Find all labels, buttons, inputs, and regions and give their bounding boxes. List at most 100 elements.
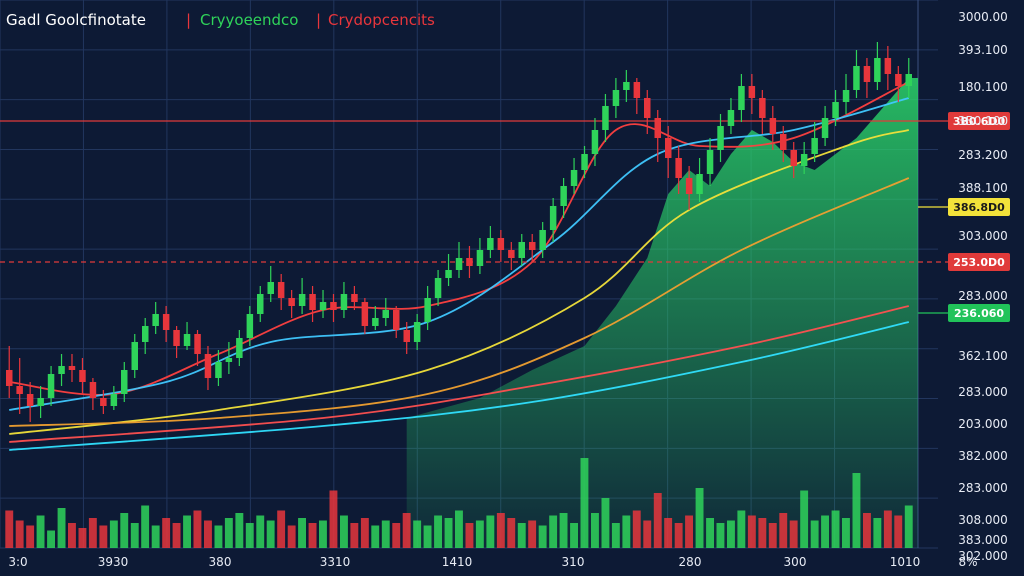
candles — [6, 42, 912, 422]
candle-body — [549, 206, 557, 230]
volume-bar — [465, 523, 474, 548]
candle-body — [466, 258, 473, 266]
volume-bar — [706, 518, 714, 548]
candle-body — [37, 398, 44, 406]
volume-bar — [172, 523, 181, 548]
candle-body — [319, 302, 327, 310]
candle-body — [717, 126, 724, 150]
x-axis-tick-label: 3:0 — [8, 555, 27, 569]
candle-body — [58, 366, 65, 374]
candle-body — [612, 90, 620, 106]
volume-bar — [423, 525, 432, 548]
volume-bar — [360, 518, 369, 548]
candle-body — [68, 366, 76, 370]
candle-body — [529, 242, 536, 250]
volume-bar — [162, 518, 171, 548]
volume-bar — [570, 523, 578, 548]
volume-bar — [842, 518, 850, 548]
candle-body — [47, 374, 55, 398]
volume-bar — [904, 505, 913, 548]
volume-bar — [99, 525, 108, 548]
volume-bar — [831, 510, 840, 548]
volume-bar — [413, 520, 422, 548]
y-axis-tick-label: 283.000 — [958, 385, 1008, 399]
y-axis-tick-label: 382.000 — [958, 449, 1008, 463]
candle-body — [591, 130, 599, 154]
volume-bar — [758, 518, 767, 548]
candle-body — [225, 358, 233, 362]
volume-bar — [591, 513, 599, 548]
volume-bar — [381, 520, 390, 548]
candle-body — [6, 370, 13, 386]
volume-bar — [622, 515, 631, 548]
candle-body — [455, 258, 463, 270]
volume-bar — [685, 515, 693, 548]
volume-bar — [68, 523, 76, 548]
volume-bar — [559, 513, 568, 548]
moving-average-lines — [9, 81, 910, 451]
volume-bar — [78, 528, 87, 548]
candle-body — [309, 294, 316, 310]
candle-body — [832, 102, 839, 118]
candle-body — [759, 98, 766, 118]
candle-body — [194, 334, 201, 354]
volume-bar — [768, 523, 777, 548]
candle-body — [424, 298, 431, 322]
candle-body — [100, 398, 107, 406]
volume-bar — [779, 513, 788, 548]
volume-bar — [716, 523, 725, 548]
moving-average-yellow — [9, 129, 910, 435]
candle-body — [644, 98, 651, 118]
volume-bar — [538, 525, 547, 548]
price-tag-box — [948, 253, 1010, 271]
candle-body — [403, 330, 410, 342]
candle-body — [790, 150, 797, 166]
candle-body — [16, 386, 23, 394]
volume-bar — [727, 520, 735, 548]
candle-body — [372, 318, 379, 326]
candle-body — [246, 314, 254, 338]
area-series — [406, 78, 918, 548]
volume-bar — [894, 515, 903, 548]
volume-bar — [88, 518, 97, 548]
y-axis-tick-label: 302.000 — [958, 549, 1008, 563]
y-axis-tick-label: 283.000 — [958, 481, 1008, 495]
candle-body — [706, 150, 714, 174]
volume-bar — [36, 515, 45, 548]
volume-bar — [517, 523, 526, 548]
y-axis-tick-label: 393.100 — [958, 43, 1008, 57]
header-separator: | — [316, 11, 321, 29]
volume-bar — [507, 518, 516, 548]
candle-body — [895, 74, 902, 86]
moving-average-long-red — [9, 305, 910, 443]
volume-bar — [737, 510, 746, 548]
candle-body — [152, 314, 159, 326]
volume-bar — [277, 510, 286, 548]
chart-header: Gadl Goolcfinotate | Cryyoeendco | Crydo… — [6, 11, 435, 29]
candle-body — [121, 370, 128, 394]
volume-bar — [789, 520, 798, 548]
volume-bar — [266, 520, 275, 548]
candle-body — [539, 230, 546, 250]
volume-bar — [235, 513, 244, 548]
volume-bar — [601, 498, 610, 548]
volume-bar — [653, 493, 662, 548]
chart-title: Gadl Goolcfinotate — [6, 11, 146, 29]
volume-bar — [611, 523, 620, 548]
candle-body — [445, 270, 452, 278]
candle-body — [288, 298, 295, 306]
volume-bar — [109, 520, 118, 548]
y-axis-tick-label: 3B0.100 — [958, 114, 1008, 128]
x-axis-tick-label: 280 — [679, 555, 702, 569]
price-tag-label: 3B0.6D0 — [953, 115, 1006, 128]
candle-body — [413, 322, 421, 342]
candle-body — [361, 302, 369, 326]
candle-body — [863, 66, 871, 82]
volume-bar — [747, 515, 756, 548]
candle-body — [518, 242, 525, 258]
volume-bar — [308, 523, 317, 548]
volume-bar — [319, 520, 327, 548]
volume-bar — [26, 525, 35, 548]
x-axis-tick-label: 3930 — [98, 555, 129, 569]
